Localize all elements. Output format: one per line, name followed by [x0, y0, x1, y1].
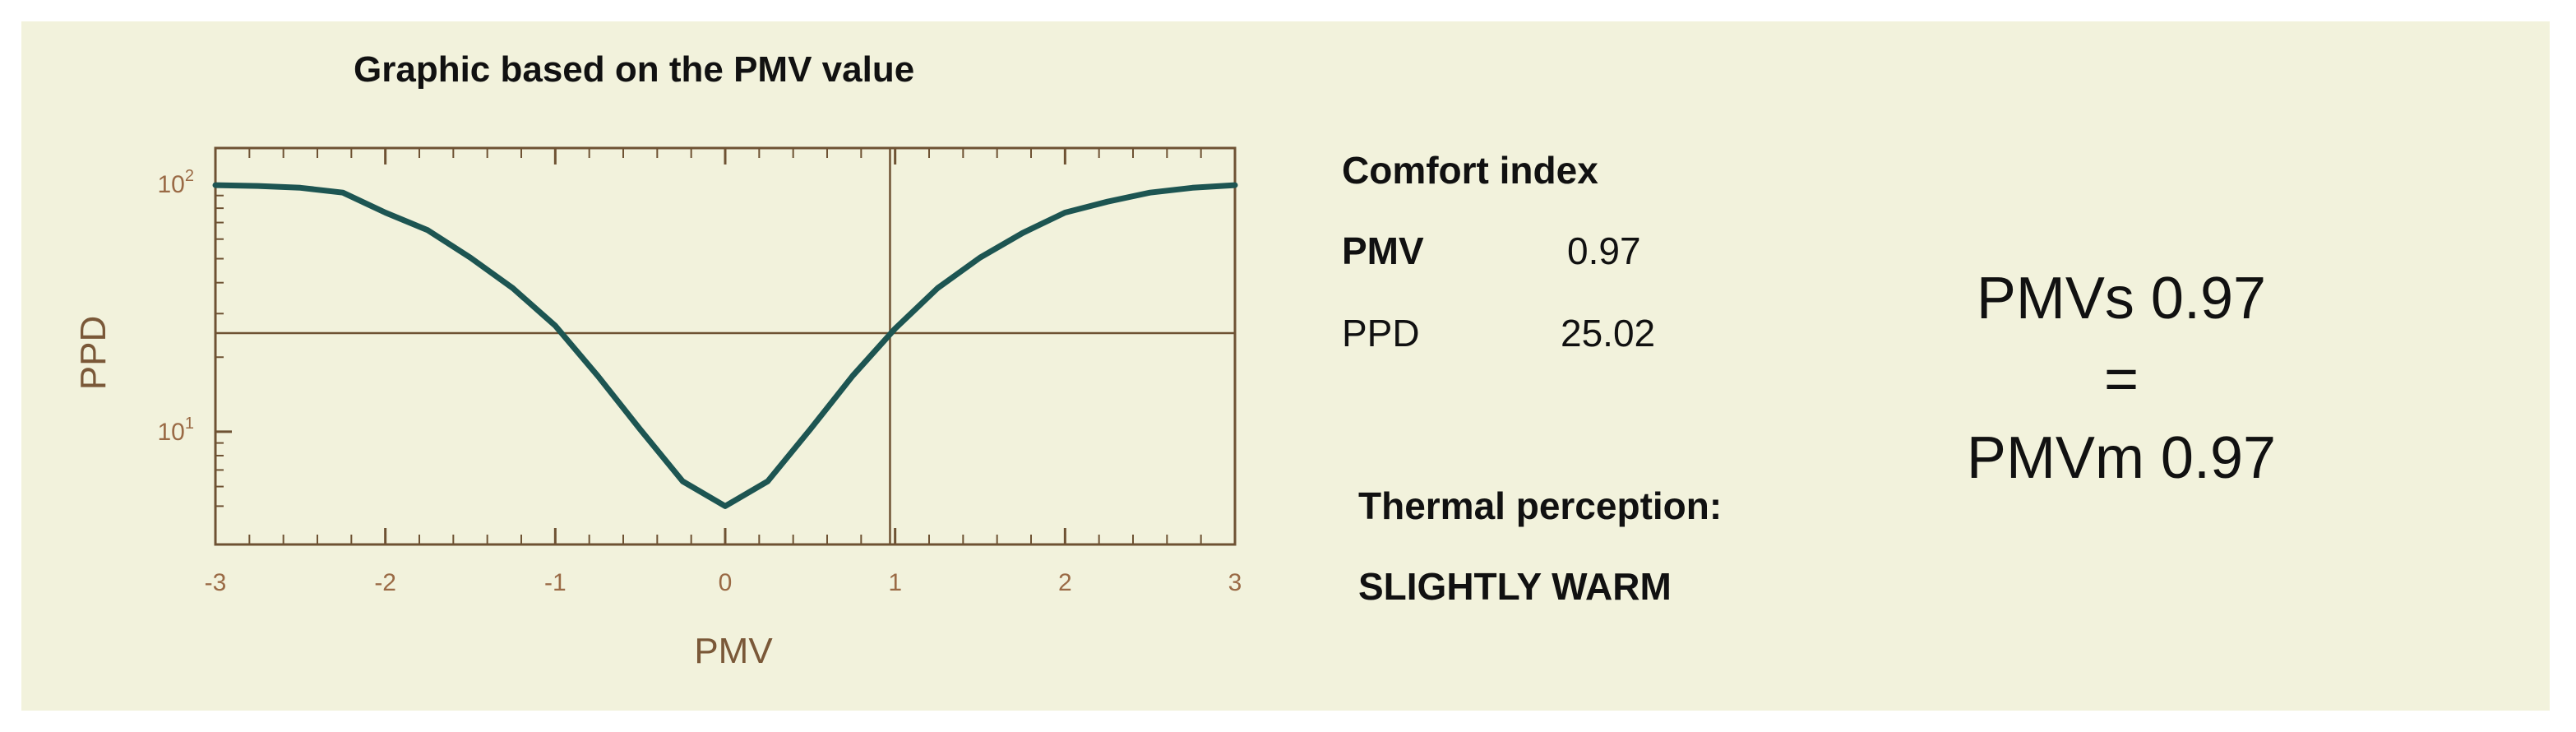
x-tick-label: -2	[374, 569, 396, 596]
x-tick-label: 3	[1228, 569, 1242, 596]
pmv-value: 0.97	[1567, 229, 1641, 272]
comfort-index-title: Comfort index	[1342, 149, 1598, 192]
chart-panel	[21, 21, 2550, 711]
pmvs-value: PMVs 0.97	[1976, 266, 2267, 331]
thermal-perception-label: Thermal perception:	[1358, 484, 1723, 527]
x-tick-label: -1	[544, 569, 567, 596]
ppd-curve	[212, 182, 1238, 509]
x-tick-label: 1	[888, 569, 902, 596]
x-tick-label: -3	[205, 569, 227, 596]
x-tick-label: 0	[719, 569, 733, 596]
ppd-value: 25.02	[1561, 312, 1656, 354]
thermal-perception-value: SLIGHTLY WARM	[1358, 565, 1672, 608]
pmv-label: PMV	[1342, 229, 1424, 272]
ppd-label: PPD	[1342, 312, 1420, 354]
equals-sign: =	[2103, 346, 2139, 412]
y-axis-label: PPD	[73, 316, 113, 390]
pmvm-value: PMVm 0.97	[1966, 425, 2277, 491]
y-tick-label: 101	[158, 415, 195, 446]
x-axis-label: PMV	[694, 631, 773, 671]
y-tick-label: 102	[158, 167, 195, 198]
x-tick-label: 2	[1058, 569, 1072, 596]
chart-title: Graphic based on the PMV value	[354, 49, 915, 90]
